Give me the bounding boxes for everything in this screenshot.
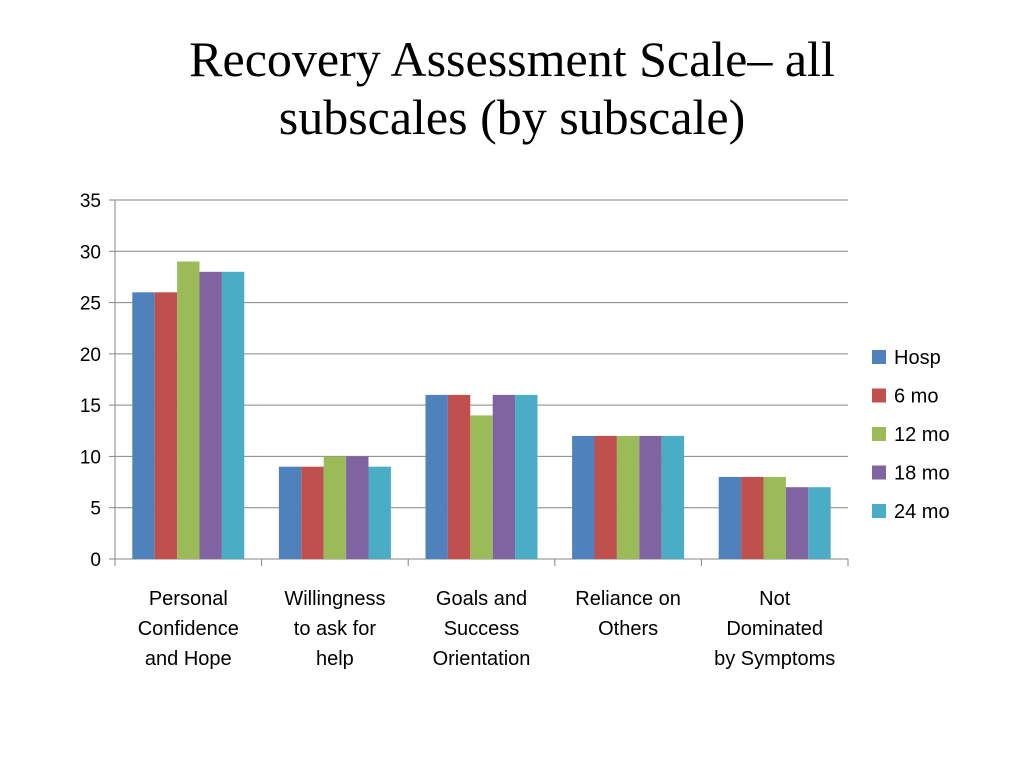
bar-hosp-cat-2 <box>278 466 302 559</box>
bar-6-mo-cat-3 <box>447 394 471 559</box>
bar-12-mo-cat-2 <box>323 456 347 559</box>
slide-title-line-2: subscales (by subscale) <box>278 89 746 145</box>
legend-entry-label: 24 mo <box>894 501 950 523</box>
bar-12-mo-cat-3 <box>470 415 493 559</box>
legend-entry-label: Hosp <box>894 347 941 369</box>
bar-6-mo-cat-2 <box>301 466 324 559</box>
y-tick-label: 0 <box>90 550 101 571</box>
bar-hosp-cat-3 <box>425 394 448 559</box>
x-category-label: Orientation <box>433 648 531 670</box>
bar-18-mo-cat-3 <box>492 394 516 559</box>
y-tick-label: 35 <box>80 191 101 212</box>
x-category-label: Not <box>759 588 791 610</box>
x-category-label: Success <box>444 618 520 640</box>
legend-swatch <box>872 465 886 480</box>
bar-24-mo-cat-1 <box>221 271 245 559</box>
axis-labels: 0 5 10 15 20 25 30 35 Personal Confidence and Hope… <box>80 191 835 670</box>
legend-entry-label: 6 mo <box>894 386 938 408</box>
y-tick-label: 30 <box>80 242 101 263</box>
slide-title-line-1: Recovery Assessment Scale– all <box>189 31 835 87</box>
y-tick-label: 10 <box>80 447 101 468</box>
x-category-label: Dominated <box>726 618 823 640</box>
x-category-label: to ask for <box>294 618 377 640</box>
legend-swatch <box>872 350 886 364</box>
y-tick-label: 25 <box>80 294 101 315</box>
y-tick-label: 20 <box>80 345 101 366</box>
bar-12-mo-cat-4 <box>616 435 640 559</box>
bar-hosp-cat-5 <box>718 476 742 559</box>
bar-18-mo-cat-5 <box>785 487 809 559</box>
bar-18-mo-cat-4 <box>639 435 662 559</box>
x-category-label: by Symptoms <box>714 648 835 670</box>
legend-swatch <box>872 388 886 403</box>
y-tick-label: 5 <box>90 499 101 520</box>
legend-entry-label: 12 mo <box>894 424 950 446</box>
bar-24-mo-cat-4 <box>661 435 685 559</box>
x-category-label: Willingness <box>284 588 385 610</box>
bar-12-mo-cat-1 <box>177 261 200 559</box>
bar-hosp-cat-4 <box>572 435 595 559</box>
x-category-label: Goals and <box>436 588 527 610</box>
bar-hosp-cat-1 <box>132 292 155 559</box>
bar-18-mo-cat-1 <box>199 271 222 559</box>
bar-24-mo-cat-2 <box>368 466 391 559</box>
legend-swatch <box>872 427 886 441</box>
bar-6-mo-cat-4 <box>594 435 617 559</box>
legend: Hosp 6 mo 12 mo 18 mo 24 mo <box>872 347 950 523</box>
bar-6-mo-cat-5 <box>741 476 764 559</box>
x-category-label: Confidence <box>138 618 239 640</box>
x-category-label: Others <box>598 618 658 640</box>
bar-12-mo-cat-5 <box>763 476 786 559</box>
legend-swatch <box>872 504 886 518</box>
y-tick-label: 15 <box>80 396 101 417</box>
x-category-label: Reliance on <box>575 588 681 610</box>
slide-title: Recovery Assessment Scale– all subscales… <box>0 30 1024 146</box>
x-category-label: Personal <box>149 588 228 610</box>
bar-18-mo-cat-2 <box>346 456 369 559</box>
bar-6-mo-cat-1 <box>154 292 178 559</box>
x-category-label: help <box>316 648 354 670</box>
x-category-label: and Hope <box>145 648 232 670</box>
bar-24-mo-cat-5 <box>808 487 831 559</box>
bar-24-mo-cat-3 <box>515 394 538 559</box>
bars <box>132 261 831 559</box>
legend-entry-label: 18 mo <box>894 463 950 485</box>
